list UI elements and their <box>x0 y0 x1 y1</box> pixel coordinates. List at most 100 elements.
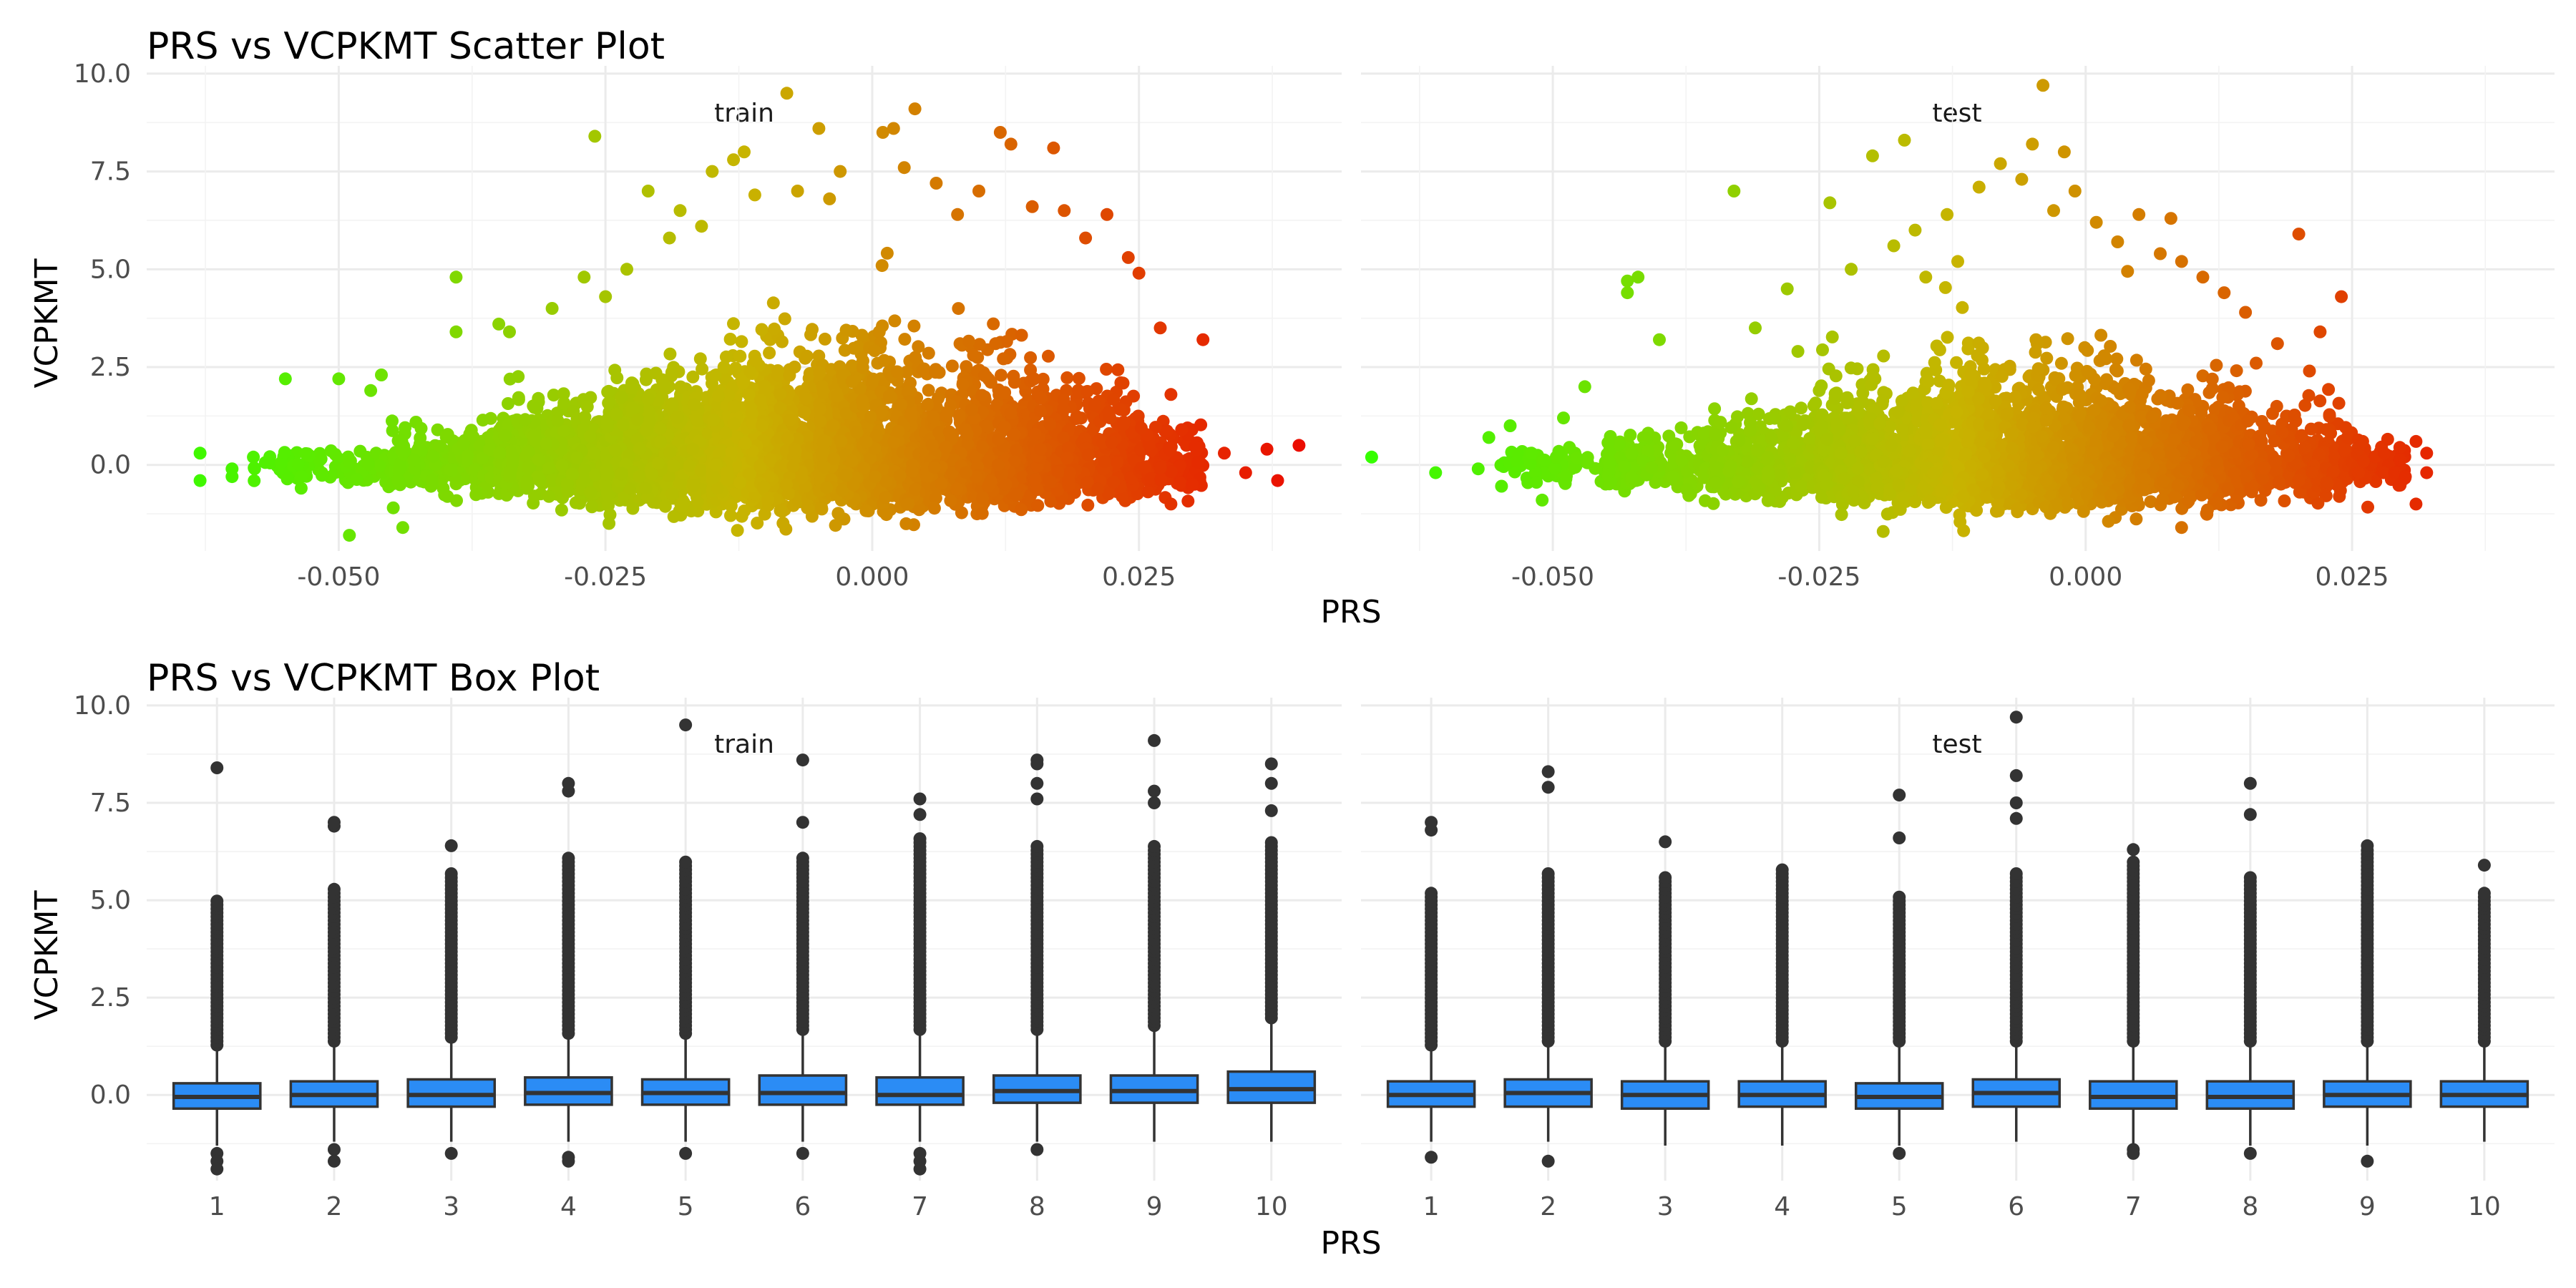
scatter-train-point <box>845 454 859 468</box>
scatter-train-point <box>774 504 787 517</box>
scatter-train-point <box>532 453 545 467</box>
scatter-train-point <box>898 333 912 346</box>
scatter-train-point <box>754 394 767 407</box>
scatter-train-point <box>890 365 904 379</box>
scatter-train-point <box>391 473 404 487</box>
scatter-train-point <box>1015 503 1028 517</box>
scatter-train-point <box>343 456 357 469</box>
scatter-train-point <box>295 469 308 483</box>
scatter-train-point <box>912 503 926 517</box>
scatter-y-axis-label: VCPKMT <box>29 258 65 388</box>
scatter-train-point <box>992 458 1005 472</box>
scatter-train-point <box>686 442 700 456</box>
scatter-train-point <box>502 397 514 410</box>
scatter-train-point <box>921 398 935 411</box>
scatter-train-point <box>817 460 831 474</box>
scatter-train-point <box>995 369 1008 382</box>
scatter-train-point <box>386 414 399 428</box>
scatter-train-point <box>519 413 532 426</box>
scatter-train-point <box>927 502 941 515</box>
scatter-train-point <box>712 389 726 402</box>
scatter-train-point <box>373 459 386 472</box>
scatter-train-x-tick-label: -0.050 <box>297 562 380 592</box>
scatter-train-point <box>658 381 671 394</box>
scatter-train-point <box>602 468 615 482</box>
scatter-train-point <box>831 507 845 520</box>
scatter-train-point <box>998 386 1012 399</box>
scatter-train-point <box>683 459 696 473</box>
scatter-train-point <box>950 482 964 496</box>
scatter-train-x-tick-label: 0.025 <box>1102 562 1176 592</box>
scatter-train-point <box>928 461 941 474</box>
scatter-train-point <box>654 421 667 435</box>
scatter-train-y-tick-label: 0.0 <box>90 451 131 480</box>
scatter-train-point <box>864 410 877 424</box>
scatter-train-point <box>608 444 622 457</box>
scatter-train-point <box>555 459 569 472</box>
scatter-train-point <box>570 451 584 464</box>
scatter-train-point <box>826 419 839 432</box>
scatter-train-point <box>512 370 525 384</box>
scatter-train-point <box>784 413 796 426</box>
scatter-train-point <box>386 424 399 437</box>
scatter-train-point <box>532 473 546 487</box>
scatter-train-point <box>608 364 622 377</box>
scatter-train-point <box>755 419 769 432</box>
scatter-train-point <box>506 457 519 470</box>
scatter-train-point <box>975 507 989 520</box>
scatter-train-point <box>907 319 921 333</box>
scatter-train-point <box>694 464 708 477</box>
scatter-train-x-tick-label: 0.000 <box>835 562 909 592</box>
scatter-train-point <box>444 463 457 477</box>
scatter-train-point <box>806 323 819 336</box>
scatter-train-point <box>469 488 483 502</box>
scatter-train-point <box>630 413 644 426</box>
scatter-train-point <box>965 403 978 416</box>
scatter-train-point <box>1024 351 1038 364</box>
scatter-train-point <box>693 352 707 366</box>
scatter-train-point <box>778 312 791 326</box>
scatter-train-point <box>975 389 989 402</box>
scatter-train-point <box>1042 349 1055 363</box>
scatter-train-point <box>615 467 628 480</box>
scatter-train-point <box>888 314 902 328</box>
scatter-train-point <box>248 474 261 487</box>
scatter-train-point <box>883 389 896 403</box>
scatter-train-point <box>545 474 559 487</box>
scatter-strip-train: train <box>714 99 774 128</box>
scatter-train-point <box>602 384 615 398</box>
scatter-train-point <box>1060 371 1074 384</box>
scatter-train-point <box>717 361 731 374</box>
scatter-train-point <box>749 354 763 368</box>
scatter-train-point <box>724 499 738 512</box>
scatter-train-y-tick-label: 5.0 <box>90 255 131 284</box>
scatter-train-point <box>733 476 747 489</box>
scatter-train-point <box>565 467 579 481</box>
scatter-train-point <box>742 388 756 401</box>
scatter-train-point <box>829 519 842 532</box>
scatter-train-point <box>775 335 789 348</box>
scatter-train-point <box>859 435 873 449</box>
scatter-train-point <box>814 402 826 416</box>
scatter-train-point <box>665 487 678 501</box>
scatter-train-point <box>789 444 802 458</box>
scatter-train-point <box>601 420 615 433</box>
scatter-train-point <box>316 469 328 482</box>
scatter-train-point <box>850 426 864 439</box>
scatter-train-point <box>820 481 834 494</box>
scatter-train-point <box>542 489 556 503</box>
scatter-train-point <box>922 346 935 360</box>
scatter-train-point <box>324 444 338 457</box>
scatter-train-point <box>675 499 689 512</box>
scatter-train-point <box>1010 488 1023 502</box>
scatter-train-point <box>386 501 400 514</box>
scatter-train-point <box>939 441 952 454</box>
scatter-train-point <box>299 447 313 460</box>
scatter-train-point <box>799 392 813 406</box>
scatter-train-point <box>585 500 599 514</box>
scatter-train-point <box>1100 363 1113 376</box>
scatter-train-point <box>1000 335 1013 348</box>
scatter-train-point <box>633 470 646 483</box>
scatter-train-point <box>587 447 601 460</box>
scatter-train-point <box>280 472 294 486</box>
